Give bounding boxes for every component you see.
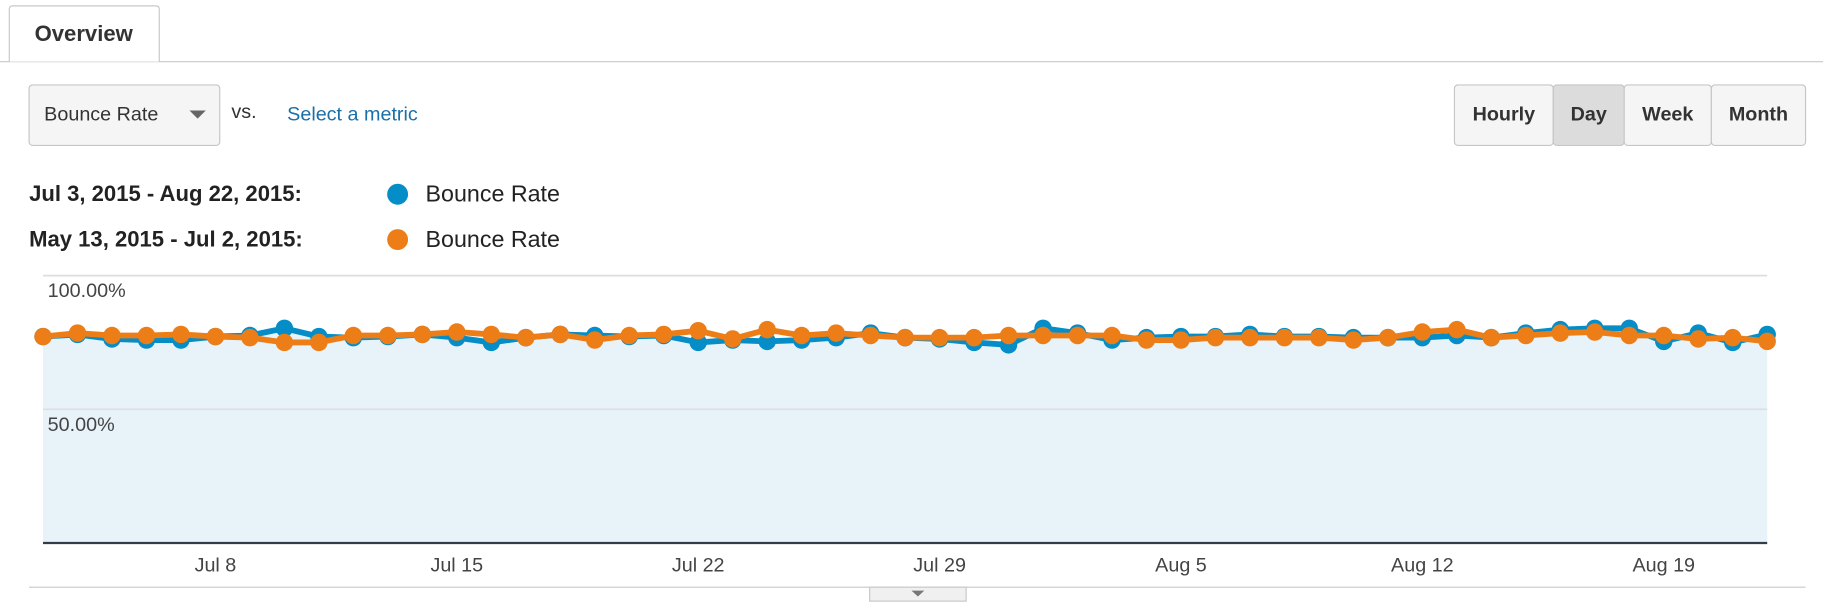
data-point: [655, 325, 673, 344]
granularity-button-label: Day: [1571, 103, 1607, 125]
x-tick-label: Aug 5: [1155, 554, 1207, 576]
data-point: [413, 325, 432, 344]
legend-period: Jul 3, 2015 - Aug 22, 2015:: [29, 181, 302, 206]
data-point: [1517, 326, 1535, 345]
select-metric-link[interactable]: Select a metric: [287, 103, 418, 125]
granularity-button-label: Month: [1729, 103, 1788, 125]
tab[interactable]: [8, 5, 160, 62]
data-point: [1172, 331, 1190, 349]
data-point: [172, 325, 190, 344]
legend-label: Bounce Rate: [426, 226, 560, 252]
data-point: [137, 326, 156, 345]
data-point: [241, 328, 259, 347]
data-point: [861, 326, 880, 345]
data-point: [344, 326, 363, 345]
data-point: [1379, 328, 1397, 347]
data-point: [1551, 324, 1570, 342]
data-point: [1344, 331, 1363, 349]
x-tick-label: Jul 15: [430, 554, 483, 576]
data-point: [896, 328, 914, 347]
data-point: [275, 333, 294, 352]
legend-swatch: [387, 183, 409, 205]
data-point: [551, 325, 569, 344]
metric-dropdown[interactable]: [28, 84, 221, 146]
data-point: [1620, 326, 1638, 345]
dropdown-arrow: [189, 110, 206, 119]
data-point: [482, 325, 501, 344]
metric-dropdown-label: Bounce Rate: [44, 103, 158, 125]
data-point: [379, 326, 397, 345]
legend-period: May 13, 2015 - Jul 2, 2015:: [29, 227, 303, 252]
data-point: [965, 328, 983, 347]
data-point: [206, 327, 225, 346]
data-point: [1689, 330, 1707, 348]
data-point: [930, 328, 949, 347]
legend-swatch: [387, 229, 409, 251]
data-point: [999, 326, 1018, 345]
data-point: [689, 321, 707, 340]
data-point: [68, 324, 87, 342]
data-point: [792, 326, 811, 345]
legend-label: Bounce Rate: [426, 181, 560, 207]
data-point: [310, 333, 328, 352]
data-point: [1103, 326, 1121, 345]
resize-arrow: [911, 590, 925, 597]
data-point: [448, 323, 466, 341]
data-point: [620, 326, 638, 345]
granularity-button-label: Hourly: [1473, 103, 1536, 125]
x-tick-label: Aug 19: [1632, 554, 1695, 576]
granularity-button-label: Week: [1642, 103, 1693, 125]
x-tick-label: Jul 22: [672, 554, 725, 576]
data-point: [723, 330, 742, 348]
data-point: [758, 320, 776, 339]
data-point: [1482, 328, 1501, 347]
data-point: [1241, 328, 1259, 347]
area: [43, 328, 1768, 544]
tab-label: Overview: [35, 21, 134, 46]
data-point: [34, 327, 52, 346]
data-point: [1586, 323, 1604, 341]
x-tick-label: Jul 8: [195, 554, 237, 576]
data-point: [1310, 328, 1328, 347]
data-point: [1655, 326, 1673, 345]
data-point: [827, 324, 845, 342]
data-point: [275, 319, 294, 338]
data-point: [586, 331, 604, 349]
data-point: [1413, 323, 1432, 341]
data-point: [1723, 328, 1742, 347]
data-point: [1137, 331, 1156, 349]
data-point: [1068, 326, 1087, 345]
data-point: [517, 328, 535, 347]
data-point: [1034, 326, 1052, 345]
y-tick-label: 100.00%: [48, 280, 126, 302]
data-point: [1275, 328, 1294, 347]
y-tick-label: 50.00%: [48, 414, 115, 436]
data-point: [1448, 320, 1466, 339]
data-point: [103, 326, 121, 345]
data-point: [1206, 328, 1225, 347]
data-point: [1758, 332, 1776, 351]
x-tick-label: Aug 12: [1391, 554, 1454, 576]
vs-label: vs.: [231, 101, 256, 123]
granularity-button[interactable]: [1710, 84, 1807, 146]
x-tick-label: Jul 29: [913, 554, 966, 576]
